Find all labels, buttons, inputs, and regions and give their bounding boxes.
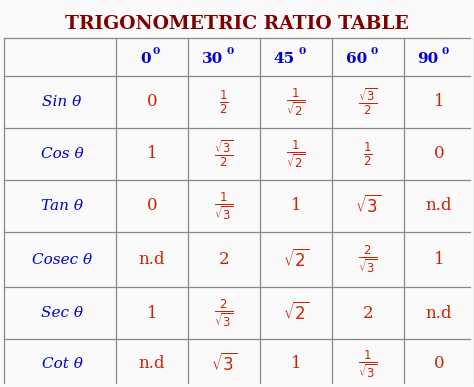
Text: 0: 0 bbox=[442, 46, 449, 55]
Text: n.d: n.d bbox=[139, 251, 165, 268]
Text: $\frac{1}{2}$: $\frac{1}{2}$ bbox=[363, 140, 373, 168]
Text: Sec θ: Sec θ bbox=[41, 306, 83, 320]
Text: TRIGONOMETRIC RATIO TABLE: TRIGONOMETRIC RATIO TABLE bbox=[65, 15, 409, 33]
Text: 1: 1 bbox=[146, 305, 157, 322]
Text: 1: 1 bbox=[291, 356, 301, 373]
Text: $\frac{1}{\sqrt{3}}$: $\frac{1}{\sqrt{3}}$ bbox=[358, 348, 377, 380]
Text: 60: 60 bbox=[346, 52, 367, 66]
Text: 45: 45 bbox=[274, 52, 295, 66]
Text: 2: 2 bbox=[363, 305, 374, 322]
Text: $\sqrt{2}$: $\sqrt{2}$ bbox=[283, 302, 309, 324]
Text: $\sqrt{2}$: $\sqrt{2}$ bbox=[283, 248, 309, 271]
Text: 1: 1 bbox=[434, 251, 444, 268]
Text: n.d: n.d bbox=[426, 305, 452, 322]
Text: n.d: n.d bbox=[426, 197, 452, 214]
Text: $\sqrt{3}$: $\sqrt{3}$ bbox=[211, 353, 237, 375]
Text: 1: 1 bbox=[434, 94, 444, 111]
Text: 0: 0 bbox=[146, 94, 157, 111]
Text: $\frac{\sqrt{3}}{2}$: $\frac{\sqrt{3}}{2}$ bbox=[214, 139, 234, 170]
Text: $\frac{\sqrt{3}}{2}$: $\frac{\sqrt{3}}{2}$ bbox=[358, 87, 377, 117]
Text: 0: 0 bbox=[434, 146, 444, 163]
Text: $\sqrt{3}$: $\sqrt{3}$ bbox=[355, 195, 381, 217]
Text: 90: 90 bbox=[417, 52, 438, 66]
Text: 0: 0 bbox=[299, 46, 306, 55]
Text: $\frac{1}{\sqrt{3}}$: $\frac{1}{\sqrt{3}}$ bbox=[214, 190, 234, 222]
Text: 0: 0 bbox=[434, 356, 444, 373]
Text: Cot θ: Cot θ bbox=[42, 357, 82, 371]
Text: 0: 0 bbox=[153, 46, 160, 55]
Text: 0: 0 bbox=[146, 197, 157, 214]
Text: n.d: n.d bbox=[139, 356, 165, 373]
Text: Cosec θ: Cosec θ bbox=[32, 252, 92, 267]
Text: 1: 1 bbox=[146, 146, 157, 163]
Text: 0: 0 bbox=[227, 46, 234, 55]
Text: $\frac{1}{\sqrt{2}}$: $\frac{1}{\sqrt{2}}$ bbox=[286, 86, 306, 118]
Text: 2: 2 bbox=[219, 251, 229, 268]
Text: $\frac{2}{\sqrt{3}}$: $\frac{2}{\sqrt{3}}$ bbox=[214, 297, 234, 329]
Text: 1: 1 bbox=[291, 197, 301, 214]
Text: 0: 0 bbox=[371, 46, 378, 55]
Text: Sin θ: Sin θ bbox=[42, 95, 82, 109]
Text: $\frac{1}{\sqrt{2}}$: $\frac{1}{\sqrt{2}}$ bbox=[286, 138, 306, 170]
Text: 30: 30 bbox=[202, 52, 223, 66]
Text: $\frac{2}{\sqrt{3}}$: $\frac{2}{\sqrt{3}}$ bbox=[358, 244, 377, 275]
Text: 0: 0 bbox=[140, 52, 151, 66]
Text: Tan θ: Tan θ bbox=[41, 199, 83, 213]
Text: Cos θ: Cos θ bbox=[41, 147, 83, 161]
Text: $\frac{1}{2}$: $\frac{1}{2}$ bbox=[219, 88, 228, 116]
